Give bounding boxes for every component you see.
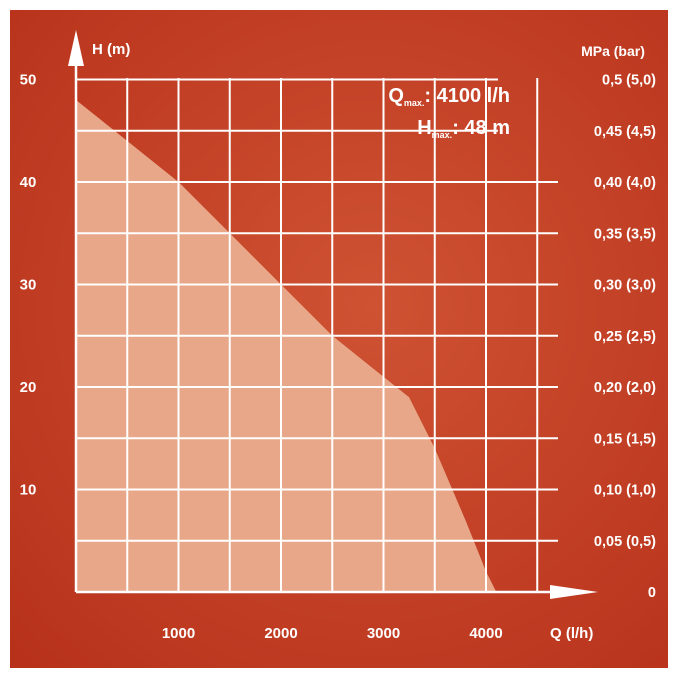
q-max-label: Qmax.: 4100 l/h <box>388 85 510 108</box>
y2-tick-label: 0,5 (5,0) <box>602 73 656 89</box>
y2-tick-label: 0,05 (0,5) <box>594 534 656 550</box>
y-tick-label: 40 <box>20 174 37 191</box>
chart-svg: H (m) Q (l/h) MPa (bar) 1000 2000 3000 4000… <box>10 10 668 668</box>
x-axis-arrow-icon <box>550 585 598 599</box>
y2-tick-label: 0,30 (3,0) <box>594 278 656 294</box>
performance-area <box>76 100 497 592</box>
y-tick-label: 10 <box>20 482 37 499</box>
y-axis-label: H (m) <box>92 41 130 58</box>
y2-tick-label: 0,35 (3,5) <box>594 226 656 242</box>
x-axis-label: Q (l/h) <box>550 625 593 642</box>
h-max-subscript: max. <box>432 130 453 140</box>
q-max-subscript: max. <box>404 98 425 108</box>
y2-tick-label: 0,40 (4,0) <box>594 175 656 191</box>
y2-axis-label: MPa (bar) <box>581 43 645 59</box>
h-max-symbol: H <box>417 117 431 139</box>
q-max-value: : 4100 l/h <box>424 85 510 107</box>
y2-tick-label: 0 <box>648 585 656 601</box>
y2-tick-label: 0,25 (2,5) <box>594 329 656 345</box>
max-values-annotation: Qmax.: 4100 l/h Hmax.: 48 m <box>388 85 510 140</box>
q-max-symbol: Q <box>388 85 404 107</box>
y2-tick-label: 0,45 (4,5) <box>594 124 656 140</box>
y2-tick-label: 0,20 (2,0) <box>594 380 656 396</box>
x-tick-label: 2000 <box>264 625 297 642</box>
x-tick-label: 3000 <box>367 625 400 642</box>
pump-performance-chart: H (m) Q (l/h) MPa (bar) 1000 2000 3000 4000… <box>10 10 668 668</box>
x-tick-label: 1000 <box>162 625 195 642</box>
y-axis-arrow-icon <box>68 30 84 66</box>
h-max-value: : 48 m <box>452 117 510 139</box>
y2-tick-label: 0,10 (1,0) <box>594 483 656 499</box>
h-max-label: Hmax.: 48 m <box>417 117 510 140</box>
y2-tick-label: 0,15 (1,5) <box>594 431 656 447</box>
y-tick-label: 50 <box>20 72 37 89</box>
y-tick-label: 20 <box>20 379 37 396</box>
x-tick-label: 4000 <box>469 625 502 642</box>
y-tick-label: 30 <box>20 277 37 294</box>
